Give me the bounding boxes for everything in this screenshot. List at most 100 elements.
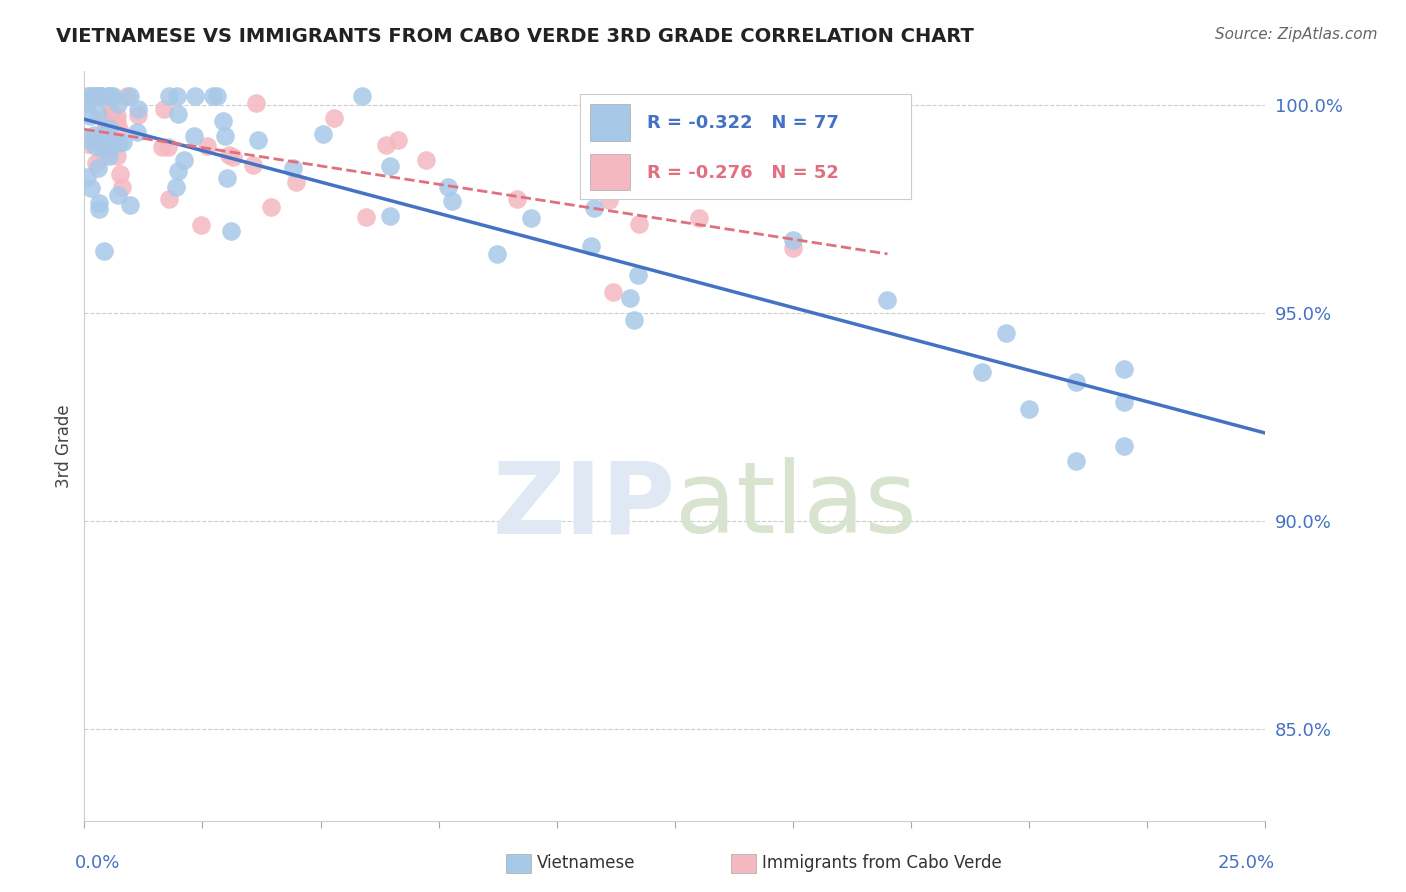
Point (245, 95, 267, 110)
Point (94, 119, 117, 133)
Point (214, 128, 236, 143)
Point (76, 169, 98, 184)
Point (101, 137, 124, 152)
Text: atlas: atlas (675, 458, 917, 555)
Point (219, 224, 242, 238)
Point (76, 132, 98, 146)
Point (90, 89, 112, 103)
Point (105, 149, 128, 163)
Y-axis label: 3rd Grade: 3rd Grade (55, 404, 73, 488)
Point (440, 194, 463, 208)
Point (103, 112, 125, 126)
Point (165, 179, 187, 194)
Point (994, 326, 1017, 340)
Point (77, 136, 100, 151)
Point (125, 125, 148, 139)
Point (76, 89, 98, 103)
Text: VIETNAMESE VS IMMIGRANTS FROM CABO VERDE 3RD GRADE CORRELATION CHART: VIETNAMESE VS IMMIGRANTS FROM CABO VERDE… (56, 27, 974, 45)
Point (97, 141, 120, 155)
Text: 25.0%: 25.0% (1218, 854, 1275, 872)
Point (90, 129, 112, 144)
Point (110, 180, 132, 194)
Point (486, 247, 509, 261)
Point (83, 89, 105, 103)
Point (1018, 401, 1040, 416)
Point (157, 192, 180, 206)
Point (83, 134, 105, 148)
Point (970, 365, 993, 379)
Point (221, 150, 243, 164)
Point (195, 139, 218, 153)
Point (79, 89, 101, 103)
Point (782, 233, 804, 247)
Point (79, 109, 101, 123)
Point (183, 128, 205, 143)
Point (166, 89, 188, 103)
Point (1112, 394, 1135, 409)
Point (284, 175, 307, 189)
Point (98, 121, 121, 136)
Point (582, 202, 605, 216)
Point (167, 164, 190, 178)
Point (80, 181, 103, 195)
Point (322, 111, 344, 125)
Point (598, 193, 620, 207)
Point (312, 127, 335, 141)
Point (1112, 439, 1135, 453)
Point (107, 96, 129, 111)
Point (627, 268, 650, 282)
Point (352, 89, 374, 103)
Point (619, 291, 641, 305)
Point (387, 133, 409, 147)
Point (152, 102, 174, 116)
Text: ZIP: ZIP (492, 458, 675, 555)
Point (688, 211, 710, 225)
Point (100, 135, 122, 149)
Point (84, 132, 107, 146)
Point (97, 148, 120, 162)
Point (84, 155, 107, 169)
Text: Immigrants from Cabo Verde: Immigrants from Cabo Verde (762, 855, 1002, 872)
Point (157, 89, 180, 103)
Point (96, 126, 118, 140)
Point (87, 196, 110, 211)
Point (782, 241, 804, 255)
Point (76, 96, 98, 111)
Point (378, 159, 401, 173)
Point (108, 122, 131, 136)
Point (107, 188, 129, 202)
Point (215, 170, 238, 185)
Point (354, 210, 377, 224)
Point (734, 174, 756, 188)
Text: Source: ZipAtlas.com: Source: ZipAtlas.com (1215, 27, 1378, 42)
Point (218, 148, 240, 162)
Point (79, 89, 101, 103)
Point (98, 89, 121, 103)
Point (115, 89, 138, 103)
Text: Vietnamese: Vietnamese (537, 855, 636, 872)
Text: 0.0%: 0.0% (75, 854, 121, 872)
Point (103, 89, 125, 103)
Point (93, 142, 115, 156)
Point (623, 312, 645, 326)
Point (105, 115, 128, 129)
Point (378, 209, 401, 223)
Point (98, 97, 121, 112)
Point (86, 106, 108, 120)
Point (93, 112, 115, 126)
Point (283, 161, 305, 175)
Point (375, 137, 398, 152)
Point (1066, 454, 1088, 468)
Point (89, 89, 111, 103)
Point (506, 192, 529, 206)
Point (87, 202, 110, 216)
Point (76, 93, 98, 107)
Point (602, 285, 624, 300)
Point (120, 198, 142, 212)
Point (86, 89, 108, 103)
Point (190, 218, 212, 232)
Point (127, 108, 149, 122)
Point (98, 89, 121, 103)
Point (107, 136, 129, 151)
Point (108, 167, 131, 181)
